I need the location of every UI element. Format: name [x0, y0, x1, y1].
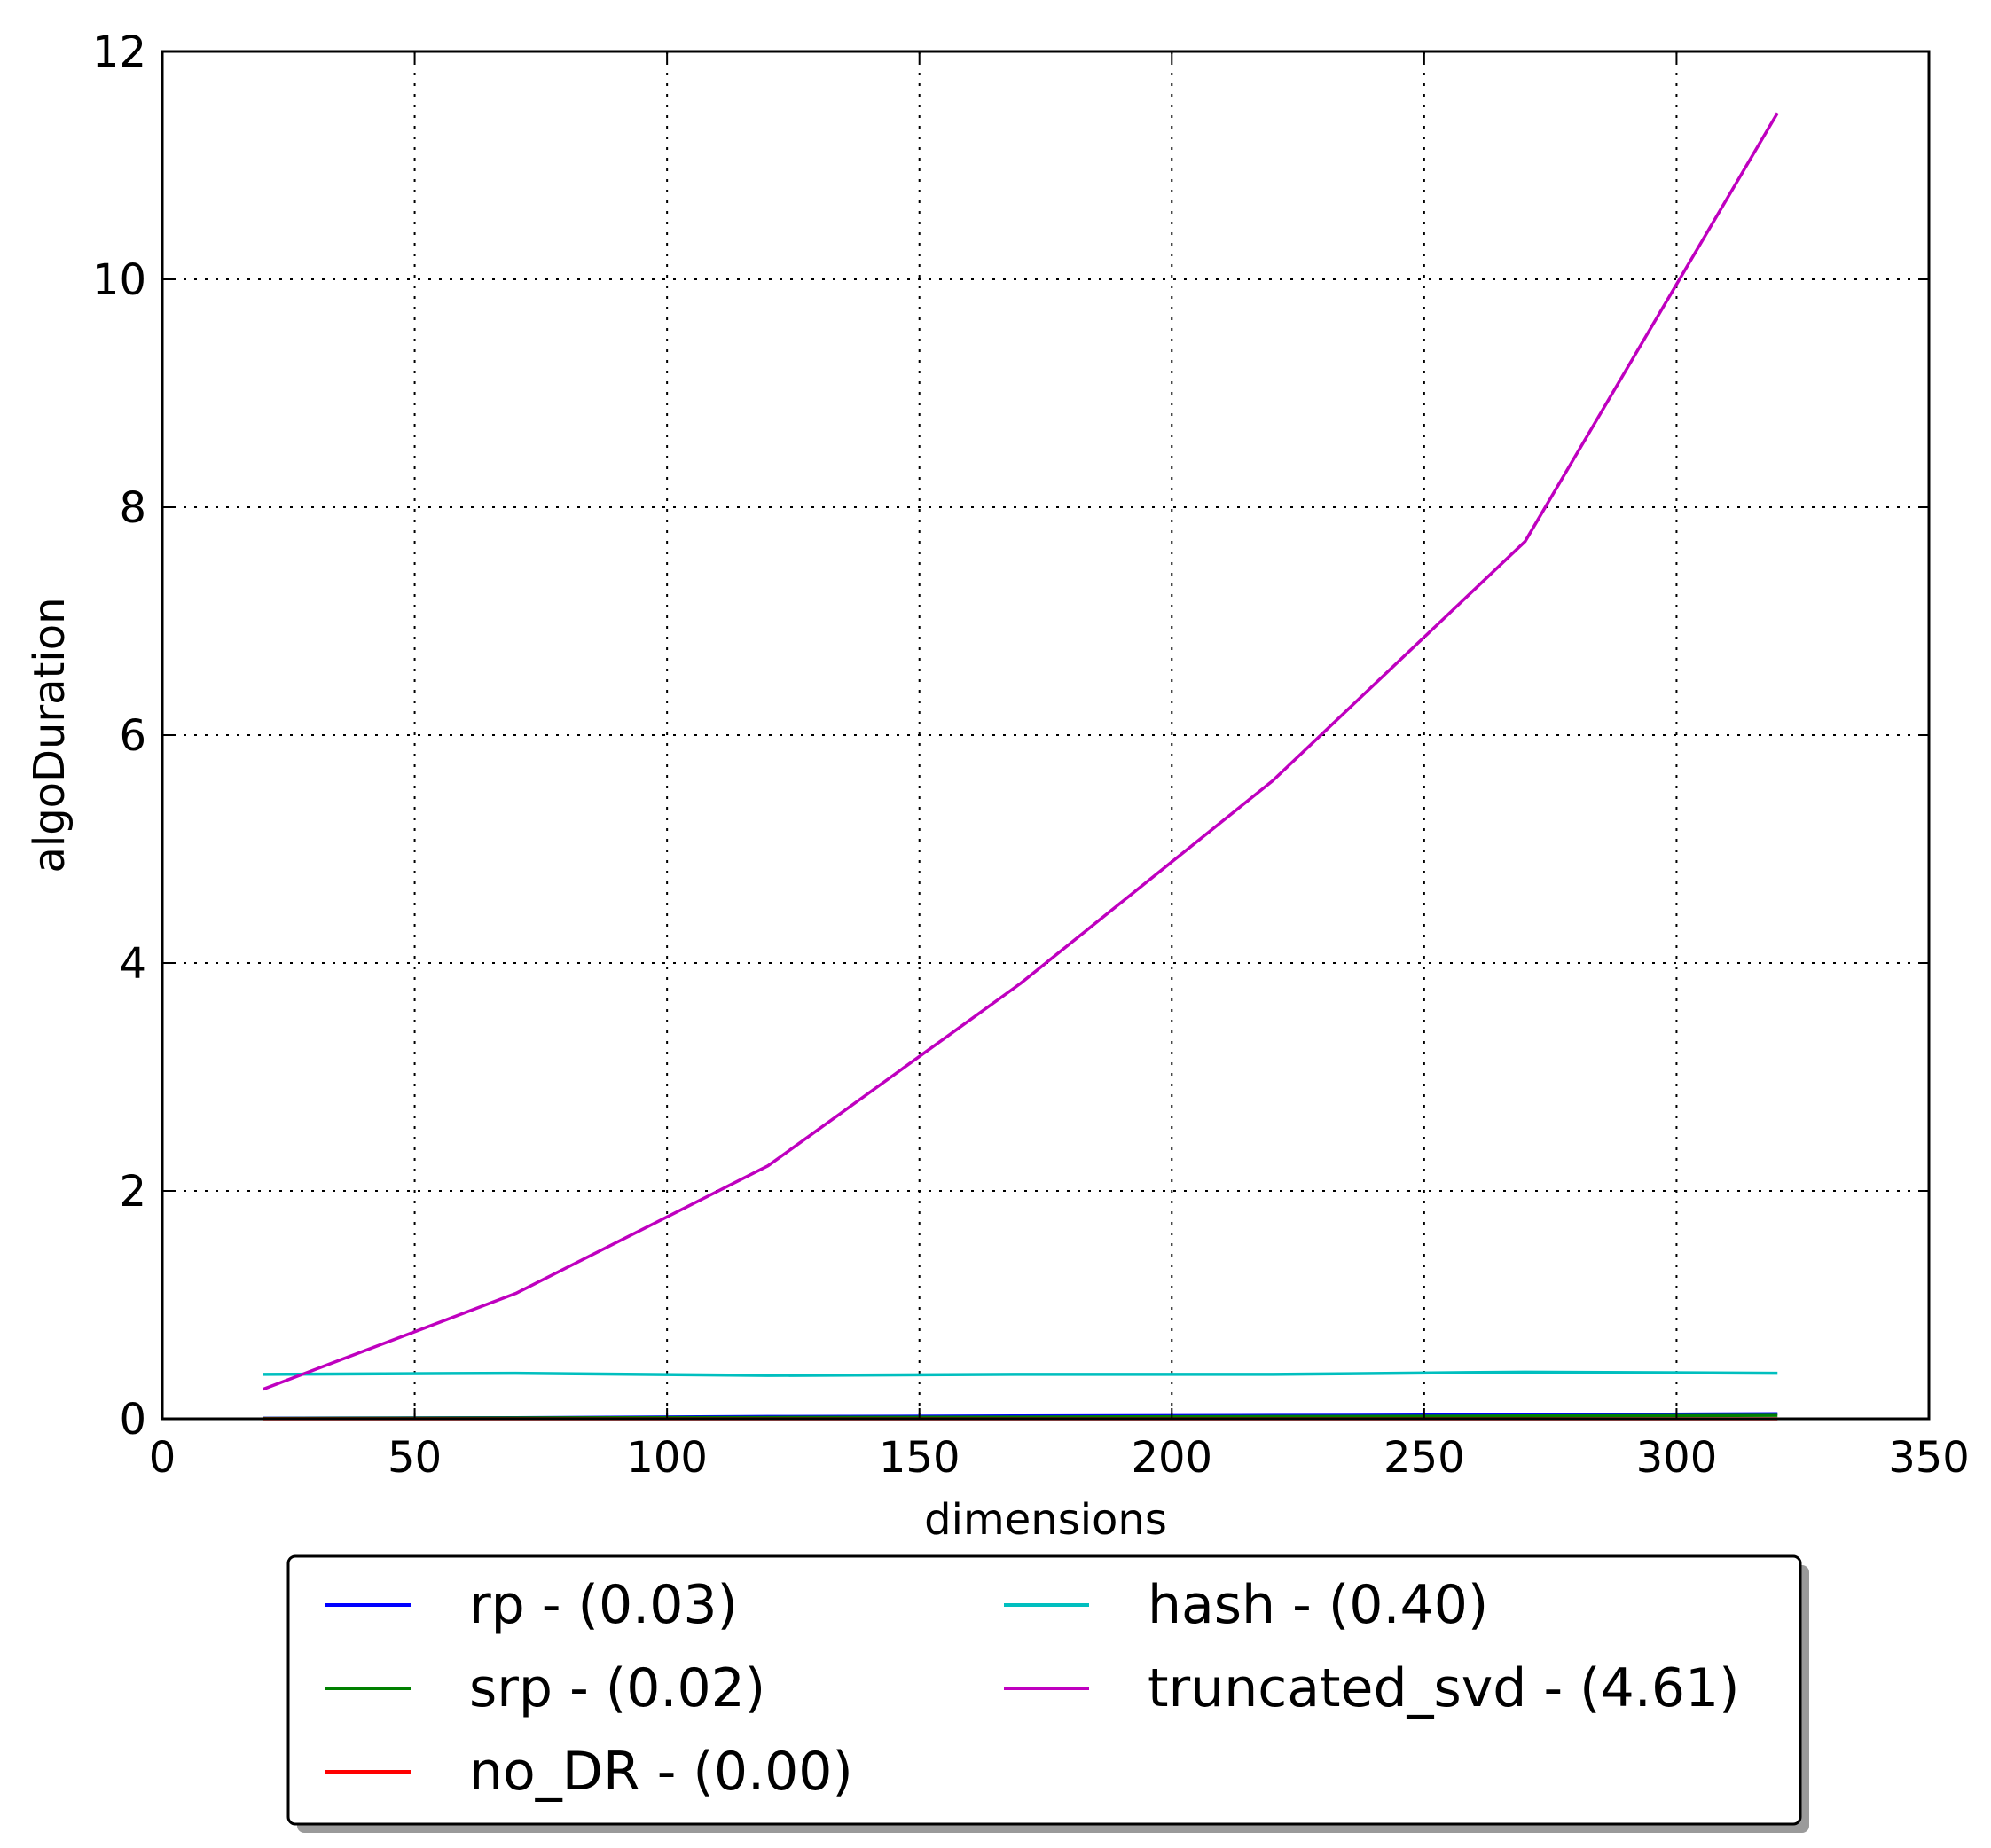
legend-label-4: truncated_svd - (4.61) — [1148, 1657, 1740, 1719]
y-tick-label: 6 — [119, 711, 146, 761]
y-axis-label: algoDuration — [25, 597, 74, 873]
x-tick-label: 250 — [1384, 1433, 1465, 1483]
legend-label-1: srp - (0.02) — [469, 1657, 765, 1719]
x-tick-label: 300 — [1636, 1433, 1718, 1483]
grid — [162, 51, 1929, 1419]
y-tick-label: 12 — [92, 27, 146, 77]
x-tick-label: 150 — [879, 1433, 960, 1483]
series-line-3 — [263, 1370, 1778, 1377]
legend-label-3: hash - (0.40) — [1148, 1574, 1488, 1636]
series-lines — [263, 112, 1779, 1421]
x-tick-label: 350 — [1888, 1433, 1970, 1483]
y-tick-label: 4 — [119, 939, 146, 989]
legend-label-0: rp - (0.03) — [469, 1574, 738, 1636]
y-tick-label: 2 — [119, 1167, 146, 1217]
y-tick-label: 0 — [119, 1395, 146, 1445]
x-tick-label: 50 — [388, 1433, 442, 1483]
y-tick-label: 8 — [119, 483, 146, 533]
axis-ticks: 0 50 100 150 200 250 300 350 0 2 4 6 8 10 12 — [92, 27, 1970, 1483]
x-tick-label: 200 — [1131, 1433, 1212, 1483]
x-axis-label: dimensions — [924, 1495, 1167, 1545]
legend: rp - (0.03) srp - (0.02) no_DR - (0.00) has… — [286, 1554, 1809, 1833]
x-tick-label: 0 — [149, 1433, 176, 1483]
series-line-4 — [263, 112, 1779, 1391]
legend-label-2: no_DR - (0.00) — [469, 1741, 853, 1803]
y-tick-label: 10 — [92, 255, 146, 305]
x-tick-label: 100 — [626, 1433, 708, 1483]
